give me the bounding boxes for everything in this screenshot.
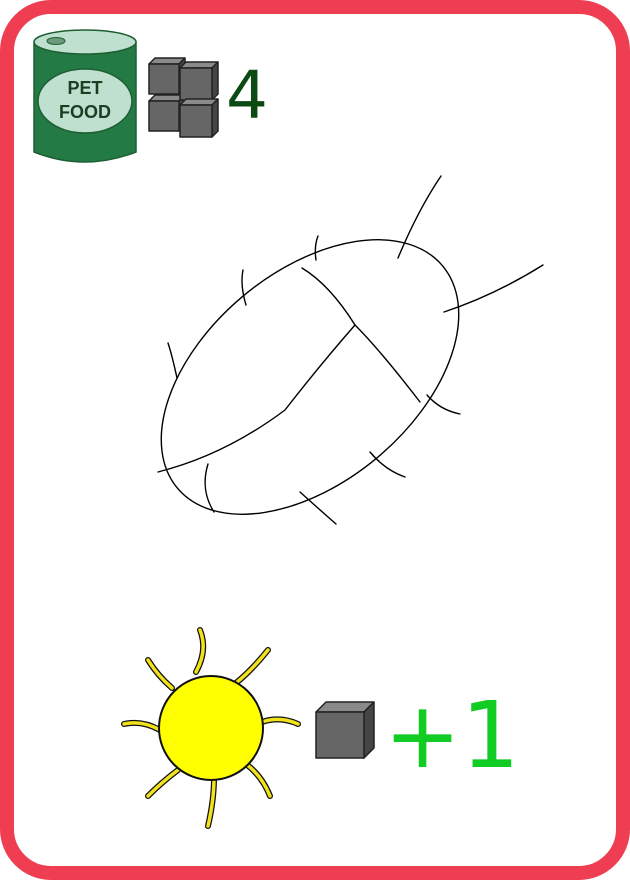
pet-food-can-icon: PET FOOD	[33, 29, 137, 163]
sun-icon	[121, 627, 301, 829]
can-label-line2: FOOD	[59, 102, 111, 122]
reward-amount: +1	[384, 682, 520, 789]
resource-cube-icon	[315, 701, 375, 759]
can-label-line1: PET	[67, 78, 102, 98]
resource-cubes-icon	[148, 57, 219, 138]
cockroach-sketch-icon	[157, 175, 544, 525]
cost-amount: 4	[226, 57, 268, 134]
